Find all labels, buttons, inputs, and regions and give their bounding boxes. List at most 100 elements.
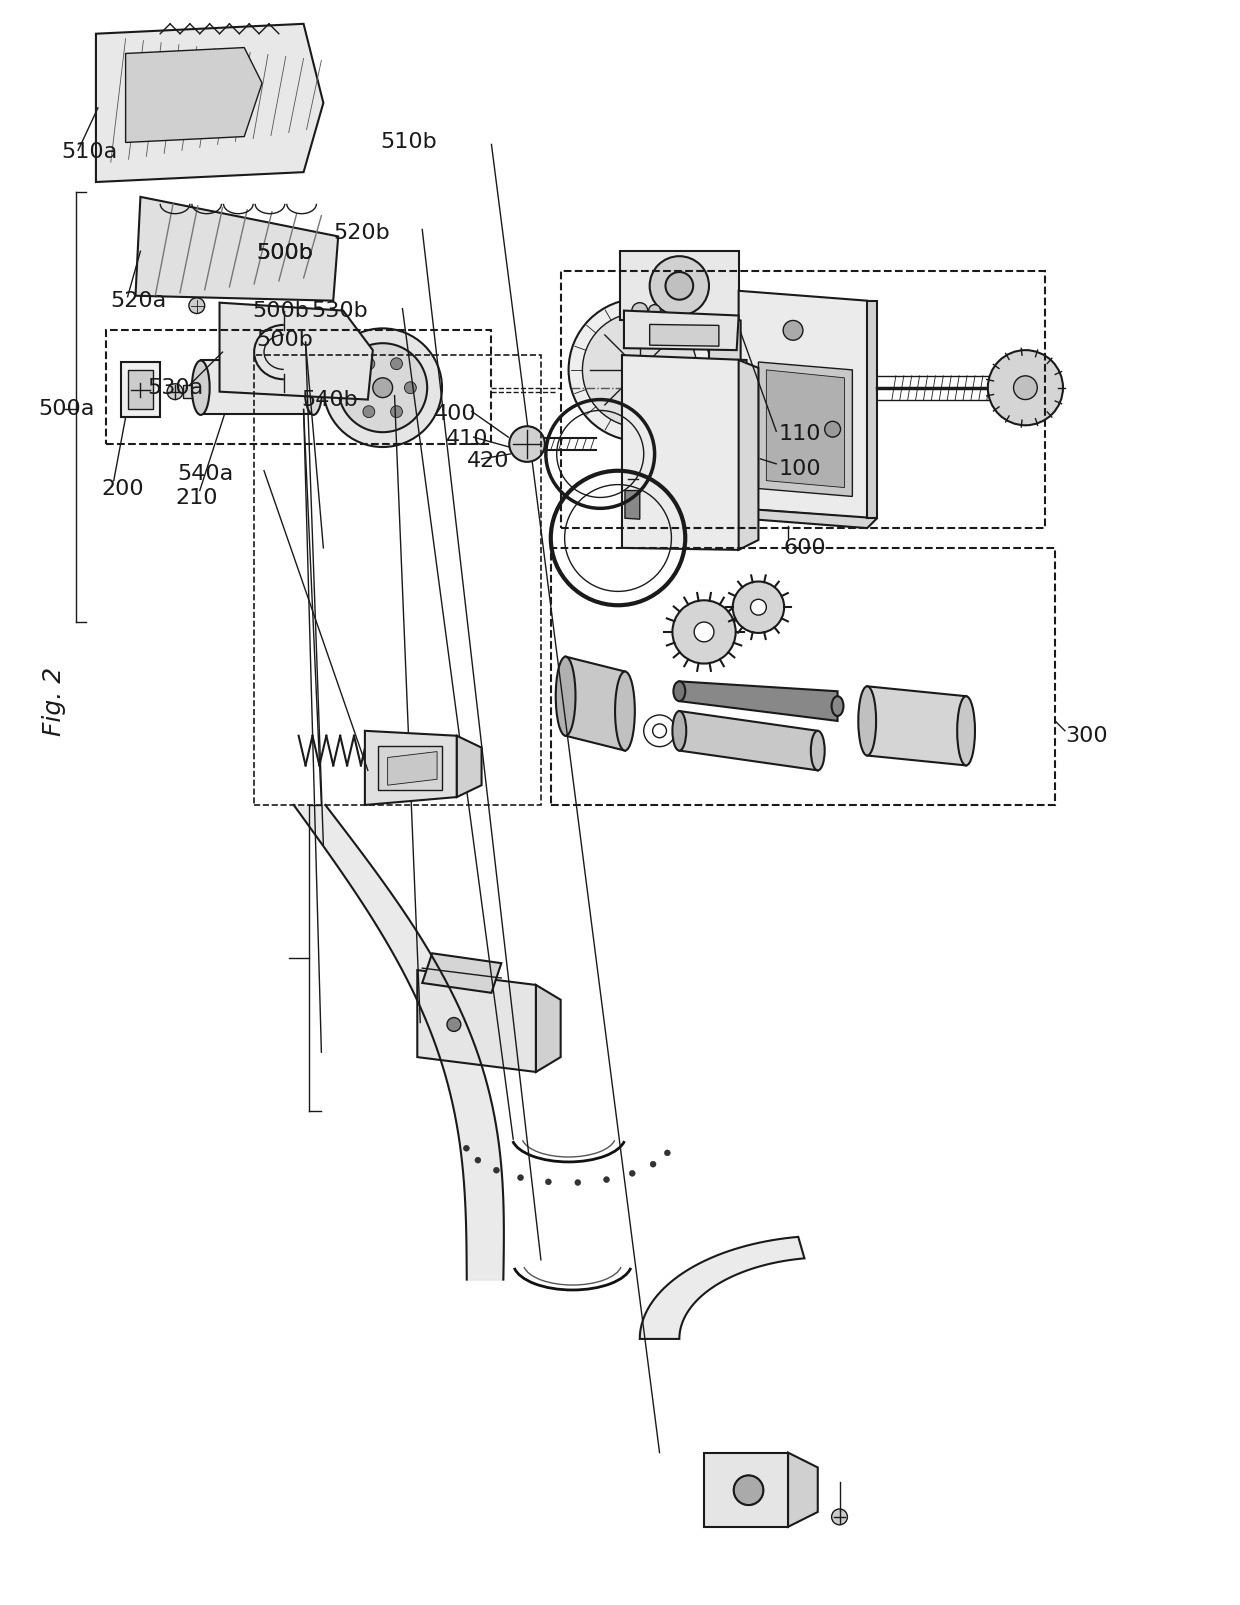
- Text: 300: 300: [1065, 725, 1107, 746]
- Polygon shape: [759, 363, 852, 496]
- Circle shape: [363, 358, 374, 369]
- Text: 500b: 500b: [257, 244, 312, 263]
- Circle shape: [665, 1149, 671, 1156]
- Polygon shape: [640, 1237, 805, 1339]
- Polygon shape: [418, 969, 536, 1072]
- Circle shape: [784, 321, 804, 340]
- Circle shape: [446, 1018, 461, 1032]
- Polygon shape: [565, 656, 625, 751]
- Circle shape: [546, 1180, 552, 1184]
- Polygon shape: [625, 491, 640, 518]
- Circle shape: [832, 1509, 847, 1525]
- Circle shape: [604, 1176, 610, 1183]
- Polygon shape: [680, 711, 817, 770]
- Polygon shape: [739, 291, 867, 518]
- Circle shape: [464, 1146, 470, 1151]
- Text: Fig. 2: Fig. 2: [42, 666, 67, 735]
- Text: 530a: 530a: [148, 377, 203, 398]
- Circle shape: [510, 427, 544, 462]
- Polygon shape: [704, 1453, 789, 1526]
- Text: 510b: 510b: [381, 133, 438, 152]
- Circle shape: [475, 1157, 481, 1164]
- Bar: [105, 331, 491, 445]
- Circle shape: [404, 382, 417, 393]
- Text: 600: 600: [784, 538, 826, 559]
- Ellipse shape: [957, 697, 975, 766]
- Circle shape: [733, 581, 784, 632]
- Text: 500b: 500b: [252, 300, 309, 321]
- Circle shape: [494, 1167, 500, 1173]
- Circle shape: [575, 1180, 580, 1186]
- Circle shape: [167, 384, 184, 400]
- Circle shape: [825, 422, 841, 437]
- Polygon shape: [620, 252, 739, 321]
- Text: 500a: 500a: [38, 400, 95, 419]
- Circle shape: [988, 350, 1063, 425]
- Polygon shape: [867, 687, 966, 766]
- Text: 520b: 520b: [334, 223, 391, 244]
- Circle shape: [339, 343, 428, 432]
- Polygon shape: [867, 300, 877, 518]
- Bar: [254, 355, 541, 806]
- Polygon shape: [622, 355, 746, 551]
- Polygon shape: [219, 303, 373, 400]
- Bar: [551, 547, 1055, 806]
- Circle shape: [350, 382, 361, 393]
- Polygon shape: [184, 385, 195, 398]
- Circle shape: [650, 257, 709, 316]
- Polygon shape: [739, 360, 759, 551]
- Circle shape: [715, 385, 735, 404]
- Polygon shape: [766, 369, 844, 488]
- Text: 210: 210: [175, 488, 217, 509]
- Ellipse shape: [673, 682, 686, 701]
- Polygon shape: [201, 360, 314, 414]
- Polygon shape: [135, 197, 339, 300]
- Circle shape: [649, 305, 661, 316]
- Ellipse shape: [858, 687, 877, 756]
- Polygon shape: [789, 1453, 817, 1526]
- Circle shape: [569, 299, 711, 441]
- Polygon shape: [650, 324, 719, 347]
- Ellipse shape: [615, 671, 635, 751]
- Polygon shape: [95, 24, 324, 181]
- Circle shape: [630, 360, 650, 380]
- Text: 110: 110: [779, 424, 821, 445]
- Polygon shape: [365, 730, 456, 806]
- Text: 540a: 540a: [177, 464, 233, 483]
- Bar: [560, 271, 1045, 528]
- Polygon shape: [709, 316, 740, 473]
- Ellipse shape: [192, 361, 210, 414]
- Circle shape: [734, 1475, 764, 1505]
- Ellipse shape: [672, 711, 686, 751]
- Ellipse shape: [811, 730, 825, 770]
- Circle shape: [188, 297, 205, 313]
- Polygon shape: [120, 363, 160, 417]
- Circle shape: [373, 377, 393, 398]
- Polygon shape: [423, 953, 501, 993]
- Polygon shape: [739, 509, 877, 528]
- Circle shape: [1013, 376, 1038, 400]
- Circle shape: [363, 406, 374, 417]
- Circle shape: [629, 1170, 635, 1176]
- Circle shape: [324, 329, 441, 448]
- Polygon shape: [388, 751, 436, 785]
- Circle shape: [694, 623, 714, 642]
- Polygon shape: [125, 48, 262, 143]
- Polygon shape: [536, 985, 560, 1072]
- Polygon shape: [624, 311, 739, 350]
- Circle shape: [391, 358, 403, 369]
- Circle shape: [750, 599, 766, 615]
- Circle shape: [666, 271, 693, 300]
- Text: 420: 420: [466, 451, 510, 470]
- Text: 520a: 520a: [110, 291, 167, 311]
- Polygon shape: [680, 682, 837, 721]
- Bar: [378, 746, 441, 790]
- Circle shape: [632, 303, 647, 318]
- Polygon shape: [456, 735, 481, 798]
- Ellipse shape: [305, 361, 322, 414]
- Circle shape: [517, 1175, 523, 1181]
- Text: 500b: 500b: [257, 244, 312, 263]
- Text: 410: 410: [446, 429, 489, 449]
- Ellipse shape: [832, 697, 843, 716]
- Circle shape: [650, 1162, 656, 1167]
